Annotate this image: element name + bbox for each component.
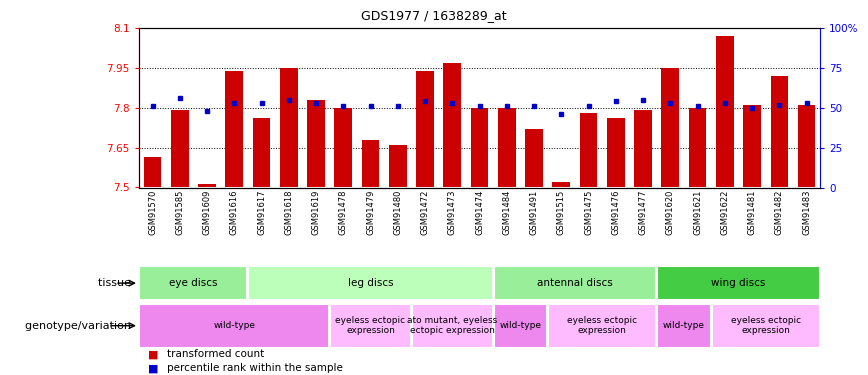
- Text: wing discs: wing discs: [711, 278, 766, 288]
- Bar: [330, 304, 411, 348]
- Text: GSM91472: GSM91472: [421, 190, 430, 235]
- Bar: [226, 70, 243, 188]
- Bar: [525, 129, 543, 188]
- Text: GSM91484: GSM91484: [503, 190, 511, 235]
- Text: ■: ■: [148, 363, 161, 373]
- Bar: [657, 266, 819, 300]
- Bar: [771, 76, 788, 188]
- Bar: [248, 266, 493, 300]
- Text: GSM91480: GSM91480: [393, 190, 402, 235]
- Bar: [143, 157, 161, 188]
- Text: eye discs: eye discs: [169, 278, 218, 288]
- Text: eyeless ectopic
expression: eyeless ectopic expression: [336, 316, 405, 335]
- Text: ato mutant, eyeless
ectopic expression: ato mutant, eyeless ectopic expression: [407, 316, 497, 335]
- Bar: [470, 108, 489, 188]
- Text: wild-type: wild-type: [214, 321, 255, 330]
- Text: GSM91474: GSM91474: [475, 190, 484, 235]
- Bar: [494, 304, 547, 348]
- Text: wild-type: wild-type: [499, 321, 542, 330]
- Text: GSM91585: GSM91585: [175, 190, 184, 235]
- Bar: [494, 266, 656, 300]
- Bar: [635, 111, 652, 188]
- Text: GSM91482: GSM91482: [775, 190, 784, 235]
- Text: GSM91616: GSM91616: [230, 190, 239, 235]
- Bar: [552, 182, 570, 188]
- Text: GSM91618: GSM91618: [285, 190, 293, 235]
- Bar: [743, 105, 761, 188]
- Bar: [198, 183, 216, 188]
- Bar: [389, 145, 407, 188]
- Bar: [334, 108, 352, 188]
- Bar: [362, 140, 379, 188]
- Text: GSM91617: GSM91617: [257, 190, 266, 235]
- Text: GSM91483: GSM91483: [802, 190, 811, 235]
- Bar: [279, 68, 298, 188]
- Bar: [580, 113, 597, 188]
- Bar: [607, 118, 625, 188]
- Text: GDS1977 / 1638289_at: GDS1977 / 1638289_at: [361, 9, 507, 22]
- Text: GSM91622: GSM91622: [720, 190, 729, 235]
- Bar: [444, 63, 461, 188]
- Text: GSM91619: GSM91619: [312, 190, 320, 235]
- Text: GSM91478: GSM91478: [339, 190, 348, 235]
- Text: antennal discs: antennal discs: [537, 278, 613, 288]
- Bar: [171, 111, 188, 188]
- Text: eyeless ectopic
expression: eyeless ectopic expression: [731, 316, 801, 335]
- Text: genotype/variation: genotype/variation: [25, 321, 135, 331]
- Bar: [688, 108, 707, 188]
- Text: GSM91570: GSM91570: [148, 190, 157, 235]
- Bar: [712, 304, 819, 348]
- Text: GSM91491: GSM91491: [529, 190, 538, 235]
- Text: GSM91515: GSM91515: [557, 190, 566, 235]
- Bar: [657, 304, 711, 348]
- Text: wild-type: wild-type: [663, 321, 705, 330]
- Bar: [716, 36, 733, 188]
- Text: percentile rank within the sample: percentile rank within the sample: [167, 363, 343, 373]
- Bar: [253, 118, 271, 188]
- Bar: [549, 304, 656, 348]
- Text: tissue: tissue: [98, 278, 135, 288]
- Bar: [307, 100, 325, 188]
- Bar: [661, 68, 680, 188]
- Bar: [416, 70, 434, 188]
- Text: eyeless ectopic
expression: eyeless ectopic expression: [567, 316, 637, 335]
- Text: ■: ■: [148, 350, 161, 359]
- Text: GSM91475: GSM91475: [584, 190, 593, 235]
- Bar: [798, 105, 816, 188]
- Bar: [498, 108, 516, 188]
- Text: GSM91620: GSM91620: [666, 190, 674, 235]
- Text: GSM91609: GSM91609: [202, 190, 212, 235]
- Text: leg discs: leg discs: [348, 278, 393, 288]
- Text: GSM91477: GSM91477: [639, 190, 648, 235]
- Text: transformed count: transformed count: [167, 350, 264, 359]
- Text: GSM91481: GSM91481: [747, 190, 757, 235]
- Bar: [140, 266, 247, 300]
- Bar: [412, 304, 493, 348]
- Text: GSM91476: GSM91476: [611, 190, 621, 235]
- Text: GSM91479: GSM91479: [366, 190, 375, 235]
- Text: GSM91473: GSM91473: [448, 190, 457, 235]
- Text: GSM91621: GSM91621: [694, 190, 702, 235]
- Bar: [140, 304, 329, 348]
